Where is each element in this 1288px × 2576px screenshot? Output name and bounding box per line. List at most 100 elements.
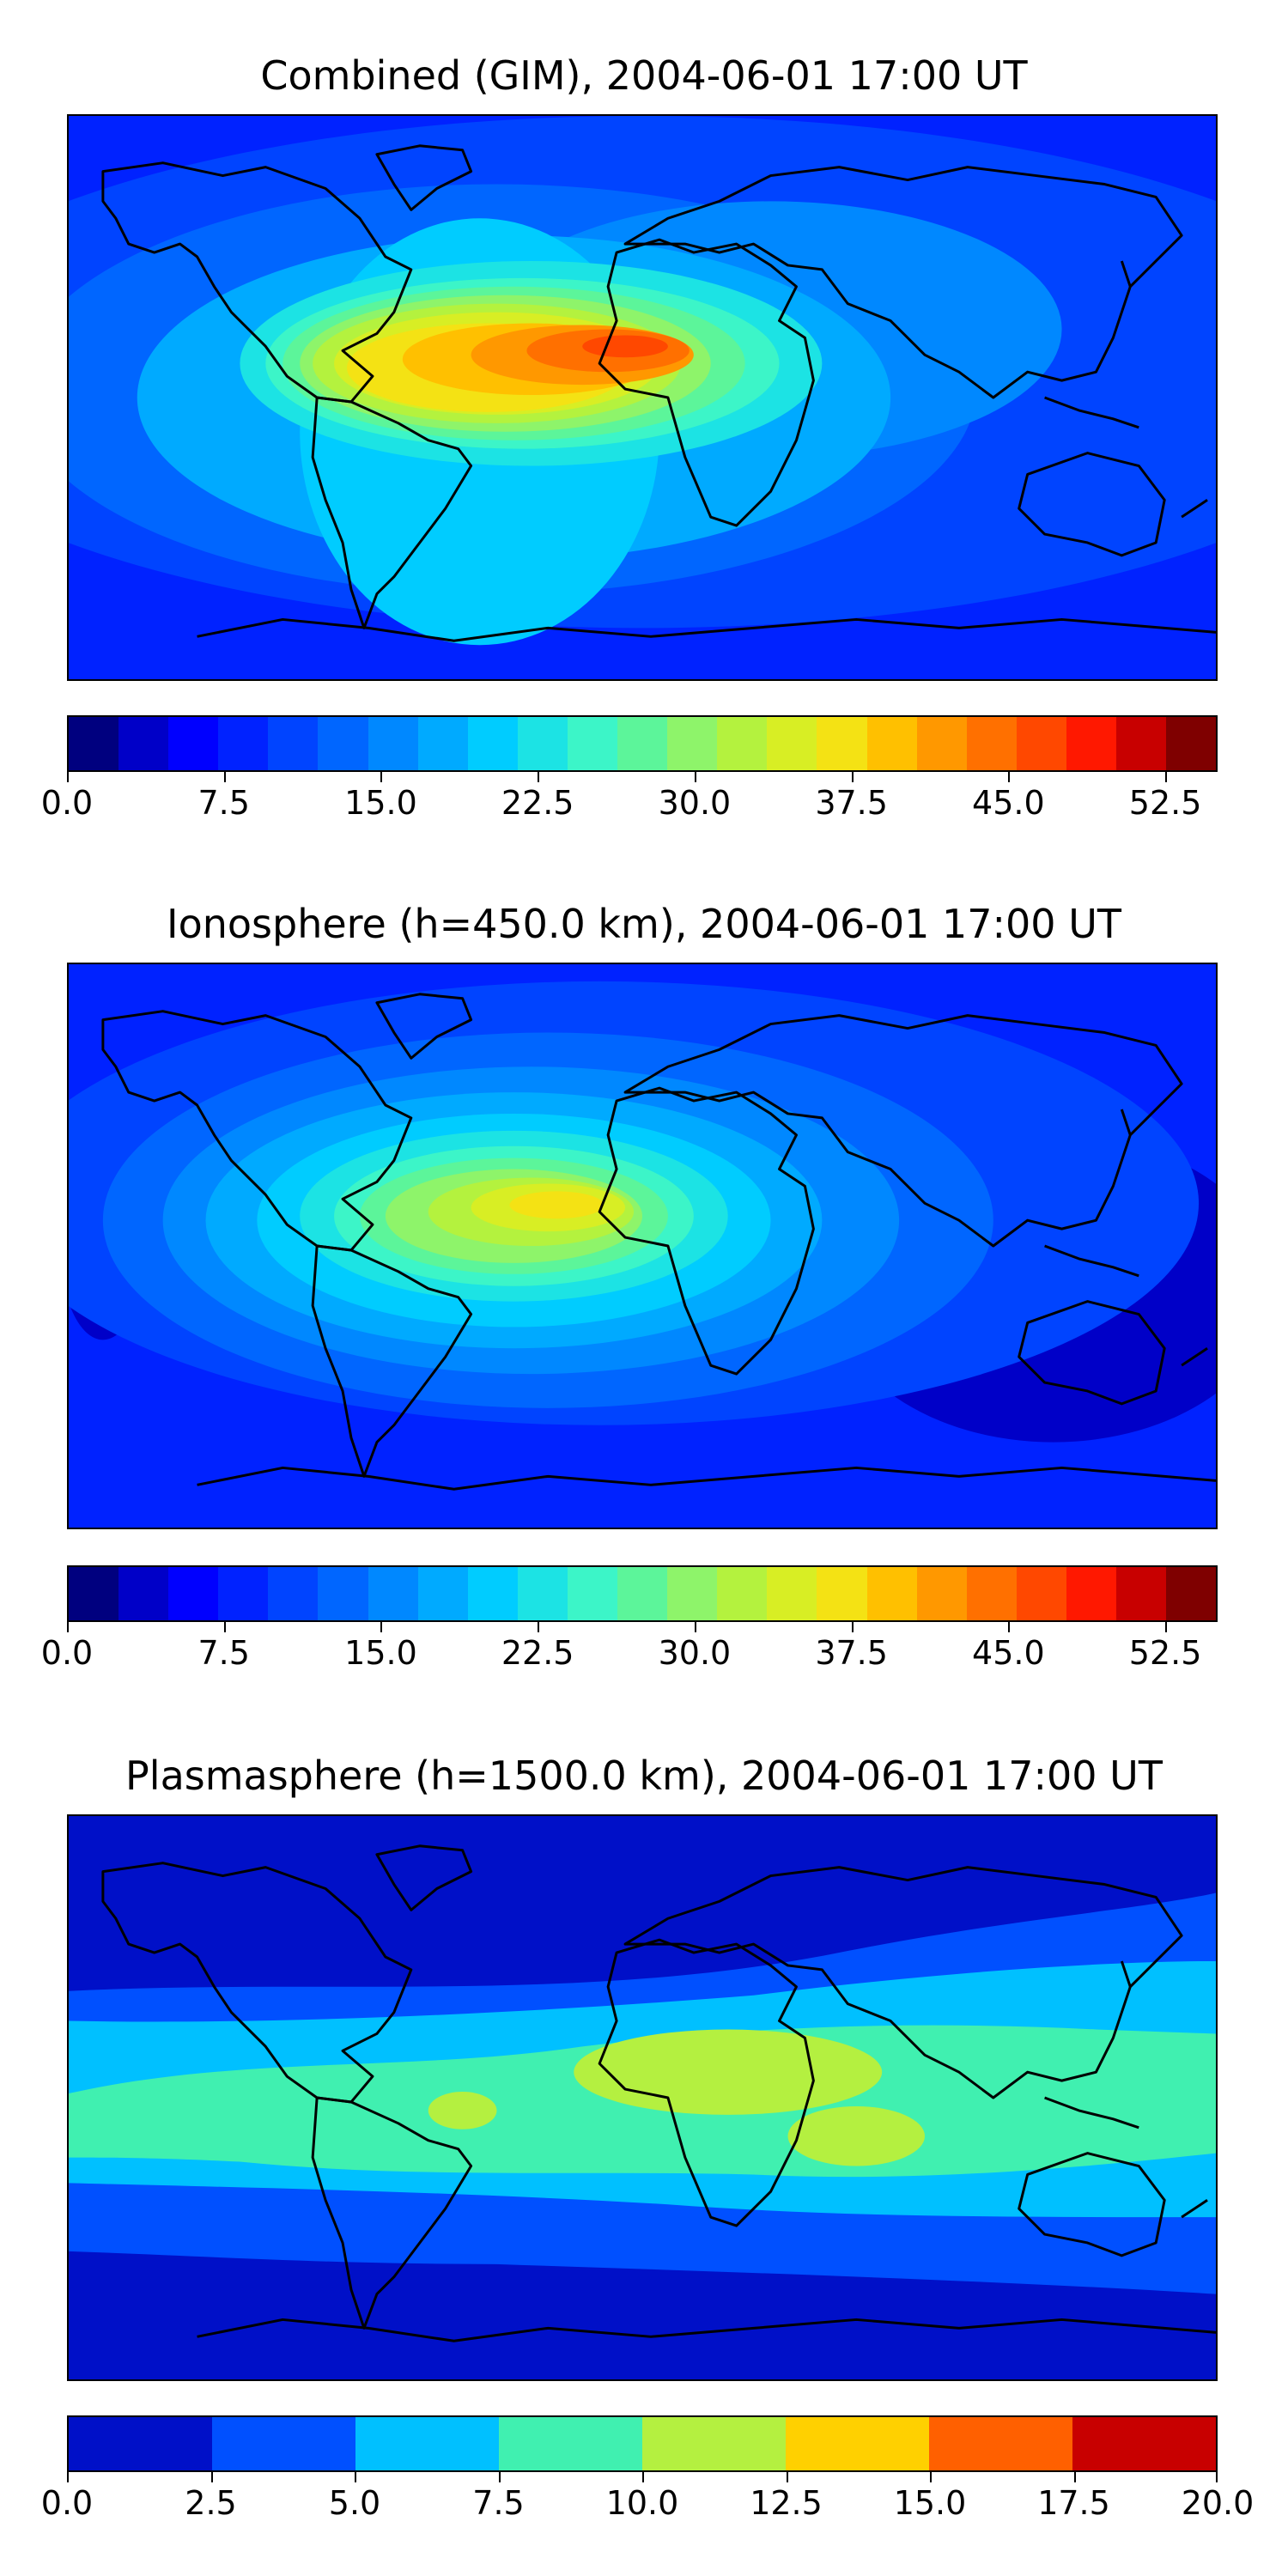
colorbar-tick-label: 52.5 [1128, 784, 1202, 822]
tec-contour [787, 2105, 926, 2166]
world-map-svg [69, 964, 1216, 1528]
colorbar-segment [1072, 2417, 1216, 2470]
colorbar-segment [268, 1567, 319, 1620]
colorbar-tick [223, 772, 226, 782]
colorbar-segment [617, 1567, 668, 1620]
tec-contour [582, 335, 668, 358]
panel-title: Plasmasphere (h=1500.0 km), 2004-06-01 1… [125, 1753, 1163, 1799]
colorbar-tick-label: 22.5 [501, 1634, 574, 1672]
colorbar-segment [929, 2417, 1072, 2470]
colorbar-segment [786, 2417, 929, 2470]
colorbar-tick [786, 2472, 788, 2482]
colorbar-segment [69, 2417, 212, 2470]
colorbar-tick [1216, 2472, 1218, 2482]
tec-contour [608, 2046, 659, 2073]
world-map-svg [69, 1816, 1216, 2379]
world-map-svg [69, 116, 1216, 679]
tec-contour [509, 1191, 605, 1219]
colorbar-segment [817, 1567, 867, 1620]
colorbar-tick [223, 1622, 226, 1632]
colorbar-segment [966, 717, 1017, 770]
colorbar-tick-label: 15.0 [344, 1634, 417, 1672]
coastlines [101, 993, 1216, 1491]
colorbar-ticks: 0.0 2.5 5.0 7.5 10.0 12.5 15.0 17.5 20.0 [41, 2472, 1254, 2524]
colorbar-segment [467, 1567, 518, 1620]
colorbar-tick-label: 45.0 [972, 1634, 1045, 1672]
colorbar-segment [212, 2417, 355, 2470]
colorbar-segment [368, 1567, 418, 1620]
colorbar-ticks: 0.0 7.5 15.0 22.5 30.0 37.5 45.0 52.5 [41, 772, 1218, 823]
colorbar-tick-label: 7.5 [197, 1634, 250, 1672]
colorbar-segment [318, 717, 368, 770]
colorbar-segment [417, 717, 468, 770]
colorbar-tick [380, 772, 383, 782]
colorbar-segment [218, 717, 269, 770]
colorbar-segment [69, 717, 119, 770]
colorbar-tick-label: 12.5 [750, 2484, 823, 2522]
colorbar-segment [1066, 1567, 1116, 1620]
colorbar-segment [417, 1567, 468, 1620]
colorbar-segment [1166, 1567, 1216, 1620]
colorbar-tick-label: 37.5 [815, 784, 888, 822]
map-plasmasphere [67, 1814, 1218, 2381]
colorbar-segment [517, 1567, 568, 1620]
colorbar-tick-label: 52.5 [1128, 1634, 1202, 1672]
colorbar-segment [368, 717, 418, 770]
colorbar-tick-label: 20.0 [1181, 2484, 1255, 2522]
colorbar-segment [866, 717, 917, 770]
colorbar-tick [67, 772, 69, 782]
panel-title: Ionosphere (h=450.0 km), 2004-06-01 17:0… [167, 901, 1121, 947]
colorbar-segment [1115, 1567, 1167, 1620]
colorbar-tick [1008, 1622, 1011, 1632]
colorbar-tick [851, 772, 854, 782]
colorbar-segment [517, 717, 568, 770]
colorbar-tick-label: 7.5 [472, 2484, 525, 2522]
colorbar-tick [1073, 2472, 1076, 2482]
colorbar-segment [642, 2417, 786, 2470]
colorbar-tick [498, 2472, 501, 2482]
colorbar-tick [930, 2472, 932, 2482]
colorbar-segment [667, 1567, 718, 1620]
colorbar-tick [694, 1622, 696, 1632]
colorbar-tick [538, 772, 540, 782]
colorbar-segment [355, 2417, 499, 2470]
colorbar [67, 2415, 1218, 2472]
colorbar-segment [617, 717, 668, 770]
colorbar [67, 715, 1218, 772]
colorbar-tick [851, 1622, 854, 1632]
colorbar-segment [567, 717, 618, 770]
colorbar-segment [916, 1567, 967, 1620]
coastlines [101, 144, 1216, 642]
colorbar-segment [767, 1567, 817, 1620]
colorbar-segment [499, 2417, 642, 2470]
colorbar-segment [467, 717, 518, 770]
colorbar-tick-label: 30.0 [658, 1634, 732, 1672]
colorbar-tick-label: 5.0 [328, 2484, 381, 2522]
colorbar-segment [817, 717, 867, 770]
colorbar-tick-label: 2.5 [185, 2484, 237, 2522]
colorbar-tick-label: 15.0 [893, 2484, 967, 2522]
colorbar-tick-label: 10.0 [605, 2484, 679, 2522]
colorbar-segment [567, 1567, 618, 1620]
colorbar-tick [538, 1622, 540, 1632]
tec-contour [574, 2029, 883, 2115]
colorbar-segment [118, 1567, 169, 1620]
colorbar-segment [717, 717, 768, 770]
colorbar-tick-label: 30.0 [658, 784, 732, 822]
colorbar-segment [966, 1567, 1017, 1620]
colorbar-tick-label: 15.0 [344, 784, 417, 822]
colorbar-tick-label: 37.5 [815, 1634, 888, 1672]
colorbar-tick [210, 2472, 213, 2482]
colorbar-segment [1166, 717, 1216, 770]
colorbar-segment [69, 1567, 119, 1620]
colorbar-tick [1165, 1622, 1168, 1632]
colorbar-tick [67, 2472, 69, 2482]
colorbar-segment [767, 717, 817, 770]
colorbar-tick-label: 7.5 [197, 784, 250, 822]
colorbar-tick-label: 0.0 [40, 1634, 94, 1672]
colorbar-segment [1115, 717, 1167, 770]
colorbar-segment [168, 1567, 219, 1620]
panel-title: Combined (GIM), 2004-06-01 17:00 UT [260, 52, 1028, 99]
colorbar-segment [1066, 717, 1116, 770]
coastlines [101, 1844, 1216, 2342]
